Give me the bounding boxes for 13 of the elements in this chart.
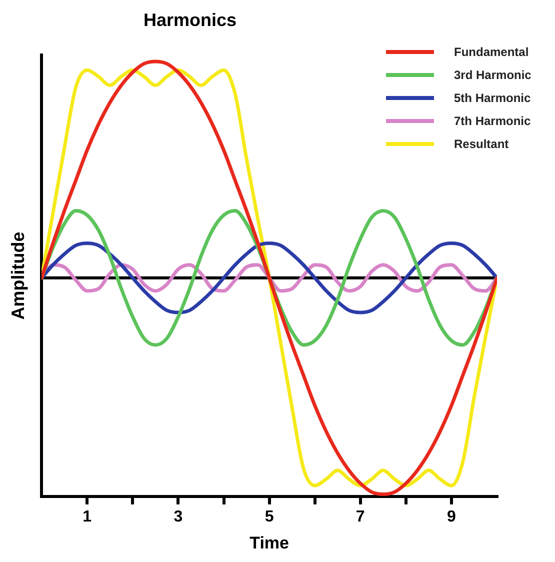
x-tick-label: 7: [356, 508, 365, 526]
legend-label: 5th Harmonic: [454, 90, 531, 104]
y-axis-title: Amplitude: [8, 232, 28, 320]
x-axis-title: Time: [250, 533, 289, 552]
x-tick-label: 3: [174, 508, 183, 526]
x-tick-label: 9: [447, 508, 456, 526]
chart-title: Harmonics: [142, 10, 238, 31]
legend-label: Fundamental: [454, 44, 529, 58]
legend-label: Resultant: [454, 136, 509, 150]
x-tick-label: 5: [264, 508, 274, 526]
legend-label: 7th Harmonic: [454, 114, 531, 128]
legend-label: 3rd Harmonic: [454, 68, 532, 82]
x-tick-label: 1: [82, 508, 92, 526]
